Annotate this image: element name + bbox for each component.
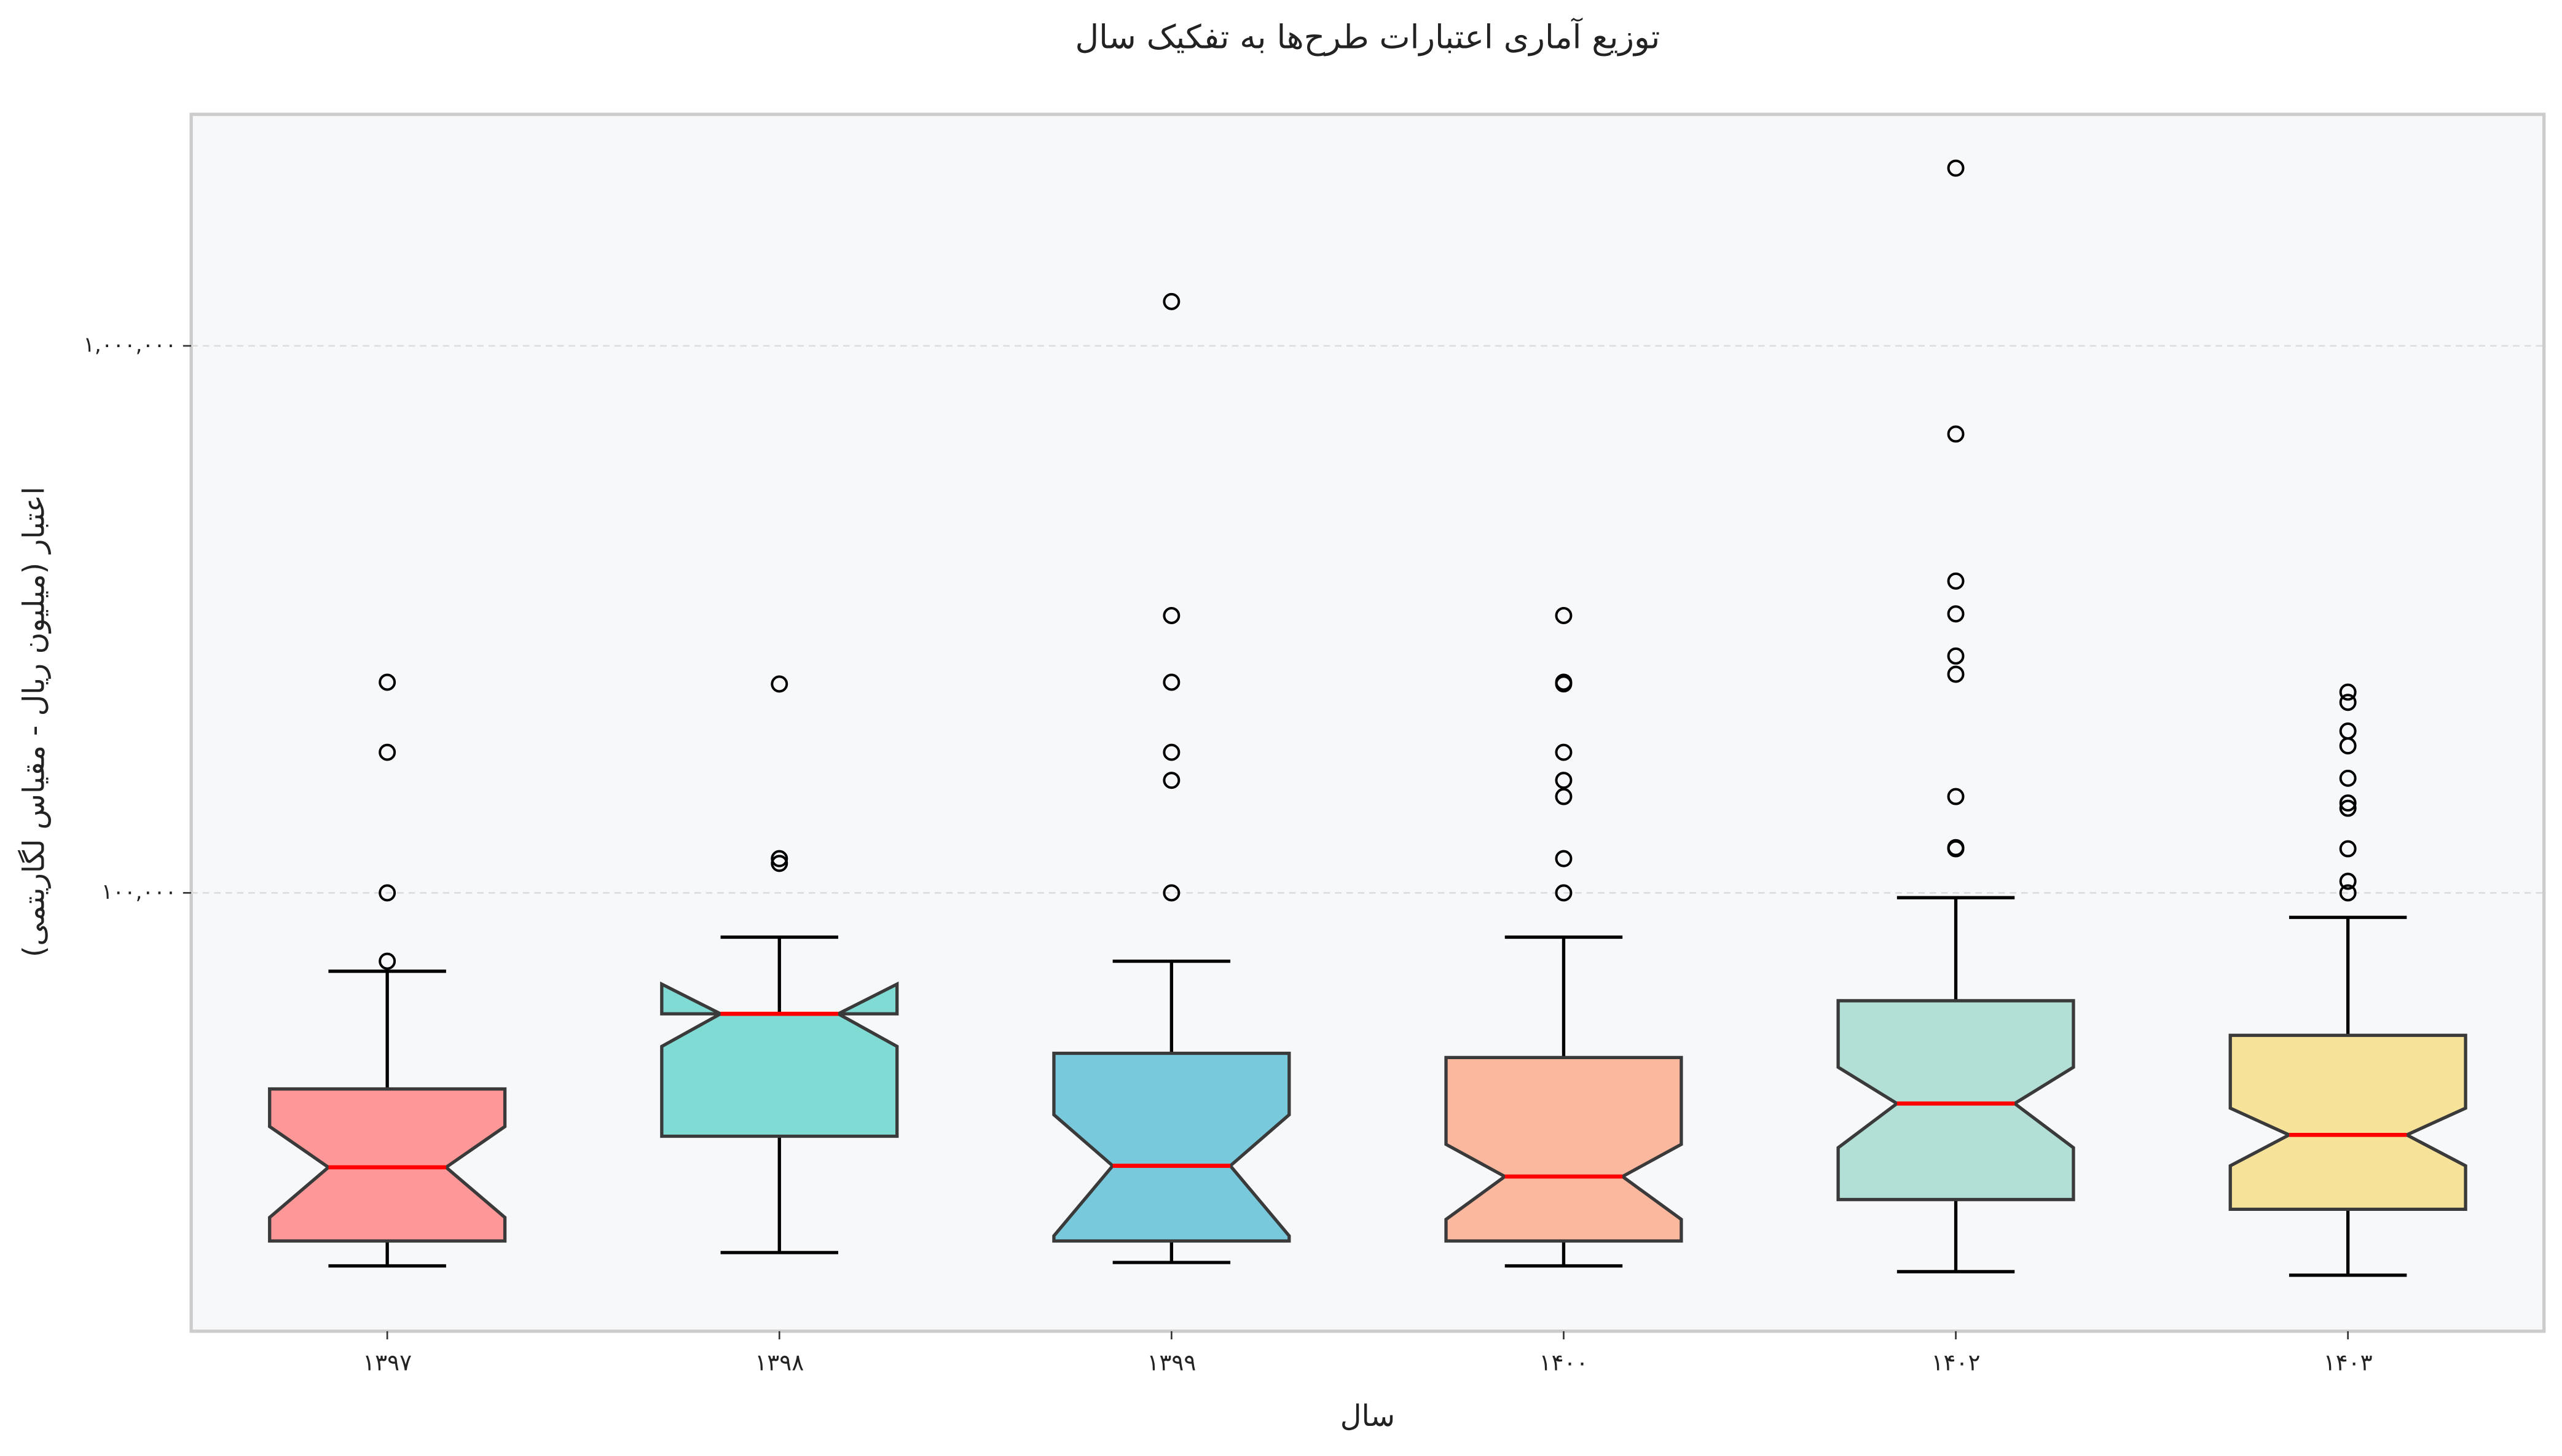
- chart-title: توزیع آماری اعتبارات طرح‌ها به تفکیک سال: [1075, 17, 1660, 56]
- flier: [771, 850, 788, 867]
- x-tick-label: ۱۴۰۰: [1539, 1349, 1588, 1376]
- flier: [379, 952, 396, 970]
- x-tick-label: ۱۳۹۷: [363, 1349, 412, 1376]
- flier: [771, 675, 788, 693]
- flier: [1163, 884, 1181, 902]
- y-axis-label: اعتبار (میلیون ریال - مقیاس لگاریتمی): [18, 487, 52, 957]
- flier: [1555, 788, 1573, 805]
- flier: [2339, 799, 2357, 817]
- flier: [1163, 772, 1181, 789]
- box: [2228, 1033, 2467, 1211]
- flier: [1555, 850, 1573, 867]
- flier: [1947, 425, 1965, 443]
- flier: [2339, 683, 2357, 701]
- flier: [1163, 607, 1181, 624]
- flier: [2339, 872, 2357, 890]
- flier: [2339, 794, 2357, 812]
- box: [660, 981, 899, 1138]
- box: [1052, 1051, 1291, 1243]
- flier: [1163, 673, 1181, 691]
- box: [1836, 999, 2075, 1202]
- plot-area: [189, 112, 2546, 1333]
- flier: [379, 673, 396, 691]
- flier: [1555, 607, 1573, 624]
- flier: [2339, 840, 2357, 858]
- x-tick-label: ۱۳۹۸: [755, 1349, 804, 1376]
- flier: [2339, 769, 2357, 787]
- y-tick-label: ۱,۰۰۰,۰۰۰: [83, 332, 176, 357]
- flier: [1947, 665, 1965, 683]
- flier: [2339, 722, 2357, 740]
- box: [268, 1087, 507, 1243]
- flier: [1163, 743, 1181, 761]
- flier: [1947, 572, 1965, 590]
- x-tick-label: ۱۴۰۲: [1931, 1349, 1981, 1376]
- flier: [379, 884, 396, 902]
- flier: [1555, 772, 1573, 789]
- flier: [1555, 884, 1573, 902]
- flier: [1947, 839, 1965, 856]
- x-tick-label: ۱۴۰۳: [2324, 1349, 2373, 1376]
- x-axis-label: سال: [1340, 1399, 1395, 1433]
- flier: [379, 743, 396, 761]
- flier: [1947, 788, 1965, 805]
- flier: [1947, 647, 1965, 665]
- flier: [2339, 694, 2357, 711]
- flier: [1163, 292, 1181, 310]
- flier: [1555, 673, 1573, 691]
- flier: [1947, 159, 1965, 177]
- y-tick-label: ۱۰۰,۰۰۰: [101, 880, 176, 904]
- flier: [1555, 743, 1573, 761]
- flier: [771, 855, 788, 872]
- flier: [1947, 605, 1965, 623]
- x-tick-label: ۱۳۹۹: [1147, 1349, 1196, 1376]
- box: [1444, 1055, 1683, 1243]
- flier: [2339, 884, 2357, 902]
